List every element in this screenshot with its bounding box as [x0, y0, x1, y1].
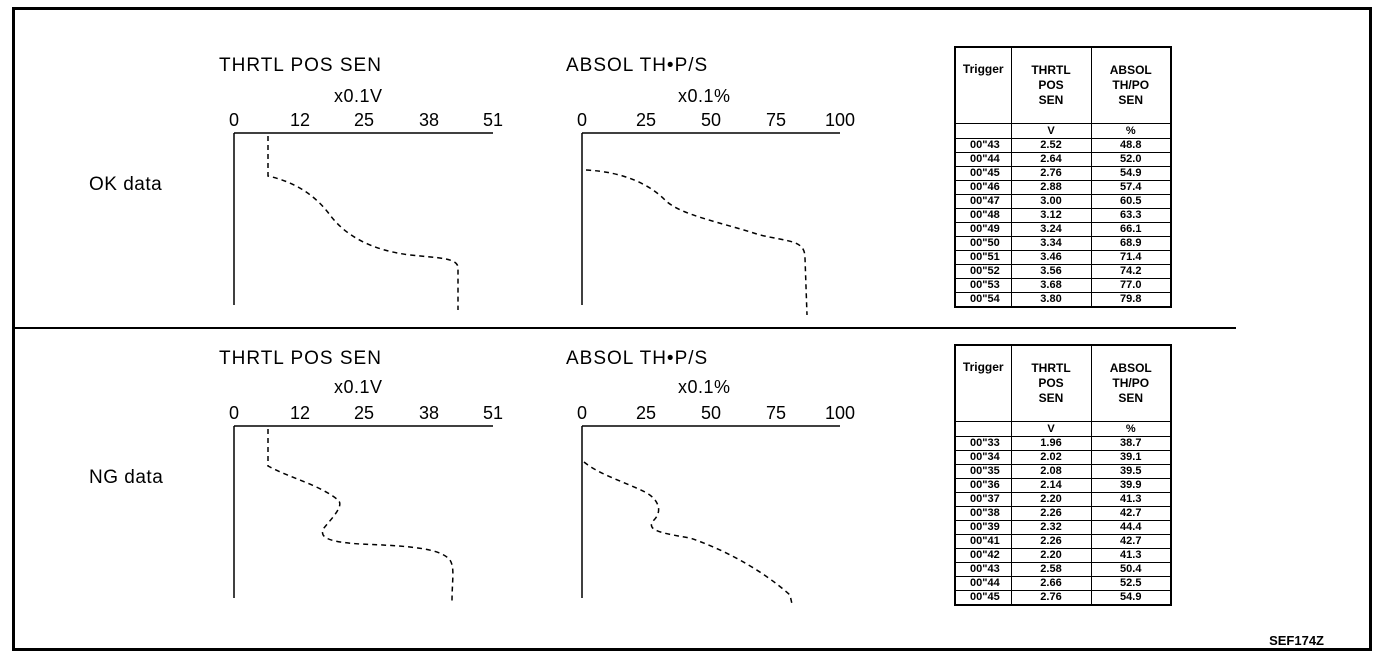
table-row: 00"44 2.66 52.5: [954, 576, 1172, 591]
absol-header: ABSOL TH/PO SEN: [1090, 46, 1172, 124]
ok-data-table: Trigger THRTL POS SEN ABSOL TH/PO SEN V % 00…: [954, 46, 1172, 308]
thrtl-unit: V: [1010, 421, 1092, 437]
ng-throttle-chart-unit: x0.1V: [334, 377, 383, 397]
panel-divider: [15, 327, 1236, 329]
ng-throttle-chart-title: THRTL POS SEN: [219, 348, 382, 369]
ok-data-label: OK data: [89, 174, 163, 195]
table-row: 00"47 3.00 60.5: [954, 194, 1172, 209]
ng-throttle-tick: 38: [418, 403, 440, 423]
ng-throttle-tick: 51: [482, 403, 504, 423]
table-row: 00"53 3.68 77.0: [954, 278, 1172, 293]
ng-throttle-tick: 25: [353, 403, 375, 423]
ok-throttle-tick: 38: [418, 110, 440, 130]
table-row: 00"42 2.20 41.3: [954, 548, 1172, 563]
table-row: 00"35 2.08 39.5: [954, 464, 1172, 479]
ok-absol-tick: 75: [765, 110, 787, 130]
ng-data-table: Trigger THRTL POS SEN ABSOL TH/PO SEN V % 00…: [954, 344, 1172, 606]
ok-throttle-tick: 12: [289, 110, 311, 130]
absol-unit: %: [1090, 421, 1172, 437]
ok-absol-tick: 50: [700, 110, 722, 130]
ng-throttle-tick: 0: [228, 403, 240, 423]
ok-absol-trace: [585, 169, 808, 316]
table-row: 00"38 2.26 42.7: [954, 506, 1172, 521]
trigger-header: Trigger: [954, 344, 1012, 422]
ng-absol-chart-title: ABSOL TH•P/S: [566, 348, 709, 369]
ng-absol-tick: 0: [576, 403, 588, 423]
absol-header: ABSOL TH/PO SEN: [1090, 344, 1172, 422]
table-row: 00"52 3.56 74.2: [954, 264, 1172, 279]
ng-absol-trace: [583, 461, 793, 605]
table-row: 00"51 3.46 71.4: [954, 250, 1172, 265]
ok-absol-tick: 100: [824, 110, 856, 130]
table-row: 00"44 2.64 52.0: [954, 152, 1172, 167]
ok-throttle-tick: 51: [482, 110, 504, 130]
ok-throttle-tick: 0: [228, 110, 240, 130]
ok-absol-chart-title: ABSOL TH•P/S: [566, 55, 709, 76]
ng-data-label: NG data: [89, 467, 164, 488]
figure-code: SEF174Z: [1269, 633, 1324, 648]
table-row: 00"43 2.58 50.4: [954, 562, 1172, 577]
ok-throttle-trace: [267, 136, 459, 310]
trigger-header: Trigger: [954, 46, 1012, 124]
ok-throttle-tick: 25: [353, 110, 375, 130]
ok-absol-tick: 25: [635, 110, 657, 130]
ok-throttle-chart-title: THRTL POS SEN: [219, 55, 382, 76]
thrtl-header: THRTL POS SEN: [1010, 46, 1092, 124]
table-row: 00"45 2.76 54.9: [954, 590, 1172, 606]
ng-absol-tick: 50: [700, 403, 722, 423]
ng-throttle-trace: [267, 429, 454, 603]
ng-throttle-tick: 12: [289, 403, 311, 423]
ok-throttle-chart-unit: x0.1V: [334, 86, 383, 106]
table-row: 00"49 3.24 66.1: [954, 222, 1172, 237]
table-row: 00"34 2.02 39.1: [954, 450, 1172, 465]
table-row: 00"54 3.80 79.8: [954, 292, 1172, 308]
ok-absol-tick: 0: [576, 110, 588, 130]
thrtl-header: THRTL POS SEN: [1010, 344, 1092, 422]
ng-absol-chart-unit: x0.1%: [678, 377, 731, 397]
table-row: 00"37 2.20 41.3: [954, 492, 1172, 507]
figure-frame: [12, 7, 1372, 651]
ng-absol-tick: 100: [824, 403, 856, 423]
ng-absol-tick: 75: [765, 403, 787, 423]
table-row: 00"41 2.26 42.7: [954, 534, 1172, 549]
table-row: 00"50 3.34 68.9: [954, 236, 1172, 251]
table-row: 00"33 1.96 38.7: [954, 436, 1172, 451]
ok-absol-chart-unit: x0.1%: [678, 86, 731, 106]
table-row: 00"39 2.32 44.4: [954, 520, 1172, 535]
table-row: 00"36 2.14 39.9: [954, 478, 1172, 493]
ng-absol-tick: 25: [635, 403, 657, 423]
